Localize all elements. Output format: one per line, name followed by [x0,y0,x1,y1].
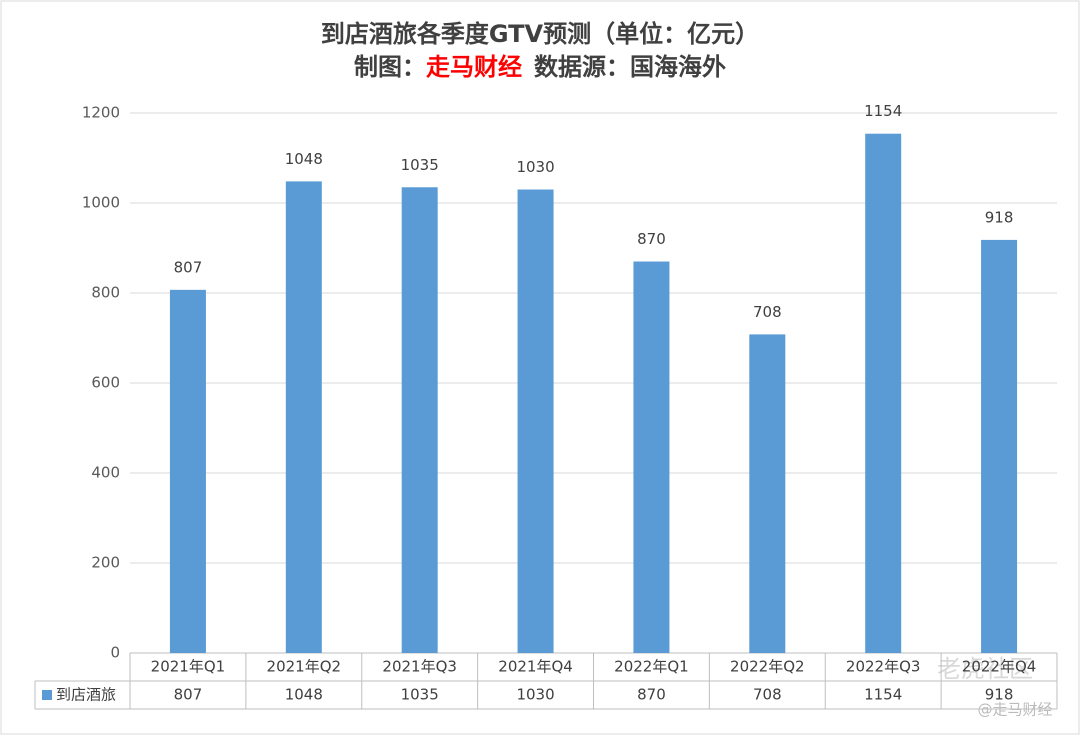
table-value: 1035 [401,686,439,704]
x-tick-label: 2022年Q2 [730,658,805,676]
table-value: 918 [985,686,1014,704]
bar [749,334,786,653]
data-label: 807 [174,258,203,276]
table-value: 1030 [516,686,554,704]
x-tick-label: 2022年Q1 [614,658,689,676]
y-tick-label: 600 [91,374,120,392]
subtitle-suffix: 数据源：国海海外 [534,53,726,81]
y-tick-label: 800 [91,284,120,302]
x-tick-label: 2021年Q4 [498,658,573,676]
x-tick-label: 2021年Q1 [151,658,226,676]
data-label: 1035 [401,156,439,174]
x-tick-label: 2021年Q2 [267,658,342,676]
bar [169,289,206,653]
legend-swatch [42,690,52,700]
table-value: 870 [637,686,666,704]
chart-title: 到店酒旅各季度GTV预测（单位：亿元） [321,20,759,48]
bar [865,133,902,653]
chart-subtitle: 制图：走马财经 数据源：国海海外 [354,53,726,81]
y-tick-label: 400 [91,464,120,482]
table-value: 1048 [285,686,323,704]
y-tick-label: 200 [91,554,120,572]
y-tick-label: 0 [110,644,120,662]
table-value: 1154 [864,686,902,704]
bar [285,181,322,653]
x-tick-label: 2022年Q3 [846,658,921,676]
data-label: 708 [753,303,782,321]
data-label: 1048 [285,150,323,168]
bar [517,189,554,653]
data-label: 918 [985,208,1014,226]
table-value: 807 [174,686,203,704]
bar [981,239,1018,653]
table-value: 708 [753,686,782,704]
y-tick-label: 1200 [82,104,120,122]
data-label: 870 [637,230,666,248]
subtitle-prefix: 制图： [354,53,426,81]
bar [633,261,670,653]
data-label: 1154 [864,102,902,120]
legend-label: 到店酒旅 [56,686,116,704]
x-tick-label: 2021年Q3 [382,658,457,676]
y-tick-label: 1000 [82,194,120,212]
bar [401,187,438,653]
x-tick-label: 2022年Q4 [962,658,1037,676]
subtitle-highlight: 走马财经 [426,53,522,81]
watermark: 老虎社区 [937,655,1033,683]
data-label: 1030 [516,158,554,176]
